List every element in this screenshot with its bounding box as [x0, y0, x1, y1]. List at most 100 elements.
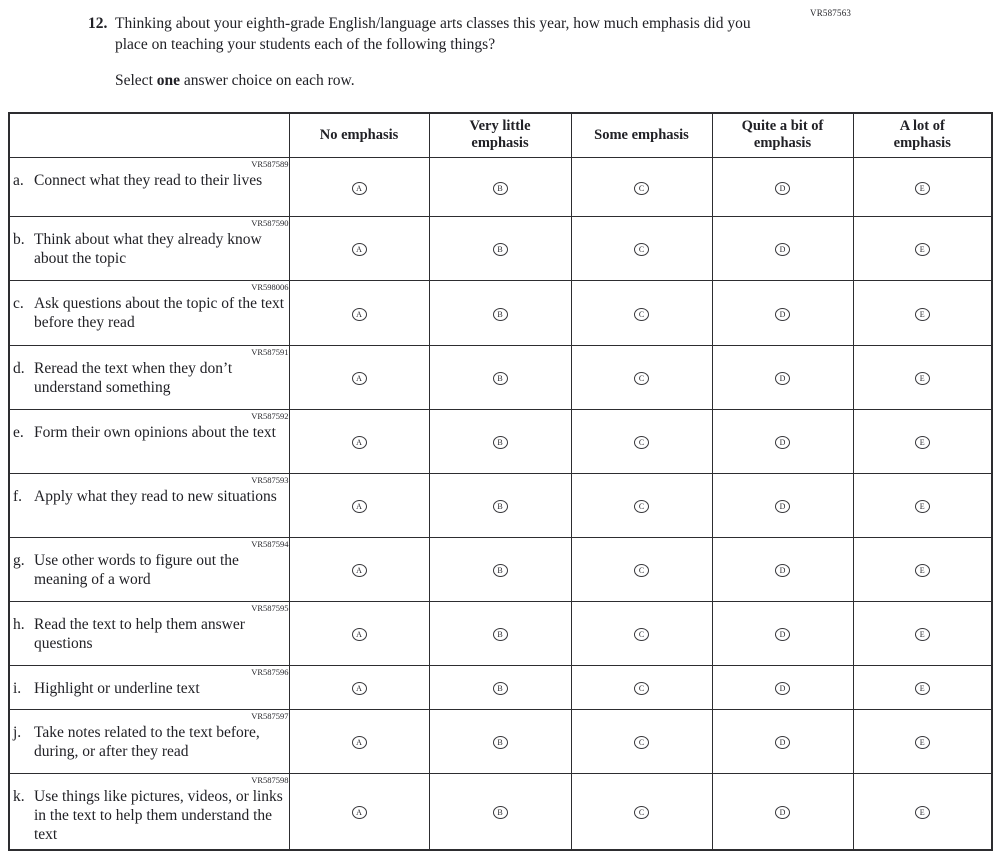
answer-cell: B	[428, 156, 572, 217]
table-row: VR587597 j. Take notes related to the text…	[8, 708, 993, 774]
option-bubble-c[interactable]: C	[634, 500, 649, 513]
row-text: Reread the text when they don’t understa…	[34, 359, 233, 396]
table-row: VR587592 e. Form their own opinions about …	[8, 408, 993, 474]
answer-cell: B	[428, 215, 572, 281]
column-header: Very little emphasis	[428, 112, 572, 158]
option-bubble-c[interactable]: C	[634, 243, 649, 256]
row-text: Think about what they already know about…	[34, 230, 262, 267]
option-bubble-a[interactable]: A	[351, 682, 367, 695]
option-bubble-a[interactable]: A	[351, 307, 367, 321]
option-bubble-b[interactable]: B	[492, 564, 508, 577]
row-letter: a.	[13, 171, 24, 189]
row-stem-cell: VR587594 g. Use other words to figure out …	[8, 536, 290, 602]
question-instruction: Select one answer choice on each row.	[115, 70, 751, 91]
table-row: VR598006 c. Ask questions about the topic …	[8, 279, 993, 346]
option-bubble-c[interactable]: C	[634, 436, 649, 449]
option-bubble-d[interactable]: D	[775, 736, 790, 749]
option-bubble-a[interactable]: A	[351, 436, 367, 449]
option-bubble-b[interactable]: B	[492, 500, 508, 513]
option-bubble-d[interactable]: D	[775, 628, 790, 641]
option-bubble-b[interactable]: B	[492, 307, 508, 321]
option-bubble-a[interactable]: A	[351, 564, 367, 577]
option-bubble-c[interactable]: C	[634, 736, 649, 749]
row-text: Use things like pictures, videos, or lin…	[34, 787, 283, 843]
option-bubble-a[interactable]: A	[351, 181, 367, 195]
option-bubble-b[interactable]: B	[492, 243, 508, 256]
option-bubble-e[interactable]: E	[914, 682, 930, 695]
option-bubble-c[interactable]: C	[634, 372, 649, 385]
row-text: Read the text to help them answer questi…	[34, 615, 245, 652]
option-bubble-d[interactable]: D	[775, 682, 790, 695]
option-bubble-c[interactable]: C	[634, 628, 649, 641]
option-bubble-b[interactable]: B	[492, 806, 508, 820]
row-stem-cell: VR587598 k. Use things like pictures, vide…	[8, 772, 290, 851]
option-bubble-e[interactable]: E	[914, 181, 930, 195]
answer-cell: B	[428, 472, 572, 538]
row-text: Take notes related to the text before, d…	[34, 723, 260, 760]
option-bubble-a[interactable]: A	[351, 500, 367, 513]
option-bubble-a[interactable]: A	[351, 372, 367, 385]
option-bubble-d[interactable]: D	[775, 564, 790, 577]
row-label: f. Apply what they read to new situations	[10, 487, 289, 506]
instruction-post: answer choice on each row.	[180, 72, 355, 89]
option-bubble-c[interactable]: C	[634, 307, 649, 321]
answer-cell: B	[428, 344, 572, 410]
option-bubble-b[interactable]: B	[492, 736, 508, 749]
option-bubble-d[interactable]: D	[775, 806, 790, 820]
option-bubble-e[interactable]: E	[914, 243, 930, 256]
answer-cell: C	[570, 600, 713, 666]
option-bubble-c[interactable]: C	[634, 181, 649, 195]
row-label: g. Use other words to figure out the mean…	[10, 551, 289, 589]
option-bubble-e[interactable]: E	[914, 564, 930, 577]
option-bubble-e[interactable]: E	[914, 436, 930, 449]
option-bubble-b[interactable]: B	[492, 436, 508, 449]
option-bubble-a[interactable]: A	[351, 243, 367, 256]
row-stem-cell: VR587592 e. Form their own opinions about …	[8, 408, 290, 474]
row-letter: e.	[13, 423, 24, 441]
table-row: VR587595 h. Read the text to help them ans…	[8, 600, 993, 666]
option-bubble-d[interactable]: D	[775, 181, 790, 195]
row-letter: j.	[13, 723, 22, 741]
option-bubble-e[interactable]: E	[914, 307, 930, 321]
option-bubble-b[interactable]: B	[492, 181, 508, 195]
answer-cell: E	[852, 600, 993, 666]
option-bubble-e[interactable]: E	[914, 736, 930, 749]
option-bubble-a[interactable]: A	[351, 736, 367, 749]
option-bubble-e[interactable]: E	[914, 372, 930, 385]
option-bubble-e[interactable]: E	[914, 806, 930, 820]
table-body: VR587589 a. Connect what they read to thei…	[8, 156, 993, 851]
table-header: No emphasis Very little emphasis Some emph…	[8, 112, 993, 158]
option-bubble-d[interactable]: D	[775, 307, 790, 321]
answer-cell: D	[711, 408, 854, 474]
option-bubble-a[interactable]: A	[351, 628, 367, 641]
answer-cell: B	[428, 279, 572, 346]
option-bubble-c[interactable]: C	[634, 682, 649, 695]
row-letter: f.	[13, 487, 23, 505]
option-bubble-b[interactable]: B	[492, 628, 508, 641]
row-label: k. Use things like pictures, videos, or l…	[10, 787, 289, 845]
answer-cell: C	[570, 772, 713, 851]
option-bubble-d[interactable]: D	[775, 500, 790, 513]
answer-cell: A	[288, 408, 430, 474]
option-bubble-d[interactable]: D	[775, 372, 790, 385]
option-bubble-a[interactable]: A	[351, 806, 367, 820]
row-label: j. Take notes related to the text before,…	[10, 723, 289, 761]
answer-cell: C	[570, 344, 713, 410]
option-bubble-e[interactable]: E	[914, 628, 930, 641]
option-bubble-d[interactable]: D	[775, 243, 790, 256]
answer-cell: A	[288, 772, 430, 851]
row-text: Apply what they read to new situations	[34, 487, 277, 505]
option-bubble-e[interactable]: E	[914, 500, 930, 513]
option-bubble-b[interactable]: B	[492, 372, 508, 385]
option-bubble-c[interactable]: C	[634, 564, 649, 577]
header-empty-cell	[8, 112, 290, 158]
option-bubble-d[interactable]: D	[775, 436, 790, 449]
table-row: VR587596 i. Highlight or underline text A B C…	[8, 664, 993, 710]
question-text: Thinking about your eighth-grade English…	[115, 15, 751, 53]
form-code: VR587563	[810, 8, 852, 18]
question-block: 12. Thinking about your eighth-grade Eng…	[88, 13, 751, 91]
option-bubble-b[interactable]: B	[492, 682, 508, 695]
option-bubble-c[interactable]: C	[634, 806, 649, 820]
answer-cell: E	[852, 664, 993, 710]
answer-cell: E	[852, 772, 993, 851]
